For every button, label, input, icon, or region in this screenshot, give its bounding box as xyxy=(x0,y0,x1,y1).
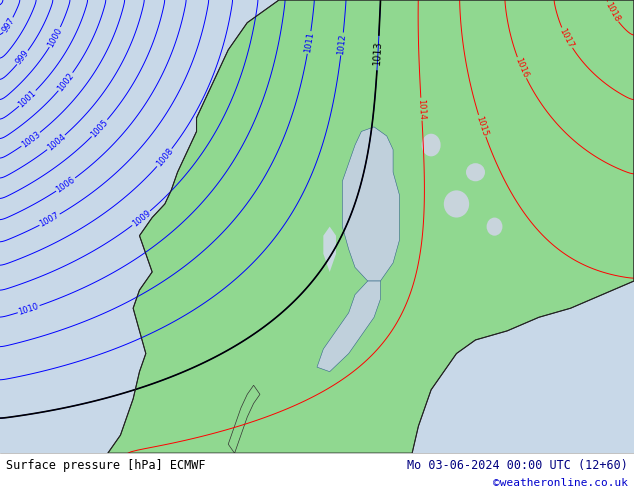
Text: 1013: 1013 xyxy=(372,41,384,66)
Text: 1001: 1001 xyxy=(17,88,38,109)
Text: 997: 997 xyxy=(1,16,16,34)
Text: 1003: 1003 xyxy=(20,129,42,149)
Text: 1016: 1016 xyxy=(514,56,530,79)
Text: Mo 03-06-2024 00:00 UTC (12+60): Mo 03-06-2024 00:00 UTC (12+60) xyxy=(407,459,628,471)
Text: 1005: 1005 xyxy=(89,118,110,139)
Ellipse shape xyxy=(487,218,503,236)
Text: 999: 999 xyxy=(14,49,31,67)
Text: 1000: 1000 xyxy=(46,26,64,49)
Text: ©weatheronline.co.uk: ©weatheronline.co.uk xyxy=(493,478,628,489)
Ellipse shape xyxy=(422,134,441,156)
Text: 1004: 1004 xyxy=(45,132,67,153)
Text: Surface pressure [hPa] ECMWF: Surface pressure [hPa] ECMWF xyxy=(6,459,206,471)
Text: 1007: 1007 xyxy=(38,211,61,229)
Text: 1017: 1017 xyxy=(558,26,576,49)
Text: 1010: 1010 xyxy=(17,302,40,317)
Ellipse shape xyxy=(444,190,469,218)
Text: 1011: 1011 xyxy=(303,31,315,53)
Text: 1006: 1006 xyxy=(55,175,77,195)
Text: 1014: 1014 xyxy=(417,98,427,120)
Ellipse shape xyxy=(466,163,485,181)
Text: 1015: 1015 xyxy=(474,115,489,137)
Polygon shape xyxy=(323,226,336,272)
Text: 1018: 1018 xyxy=(603,0,621,24)
Polygon shape xyxy=(317,281,380,371)
Polygon shape xyxy=(228,385,260,453)
Polygon shape xyxy=(108,0,634,453)
Text: 1002: 1002 xyxy=(56,71,75,93)
Text: 1009: 1009 xyxy=(130,208,152,228)
Text: 1012: 1012 xyxy=(337,33,348,55)
Polygon shape xyxy=(342,127,399,281)
Text: 1008: 1008 xyxy=(154,147,175,169)
